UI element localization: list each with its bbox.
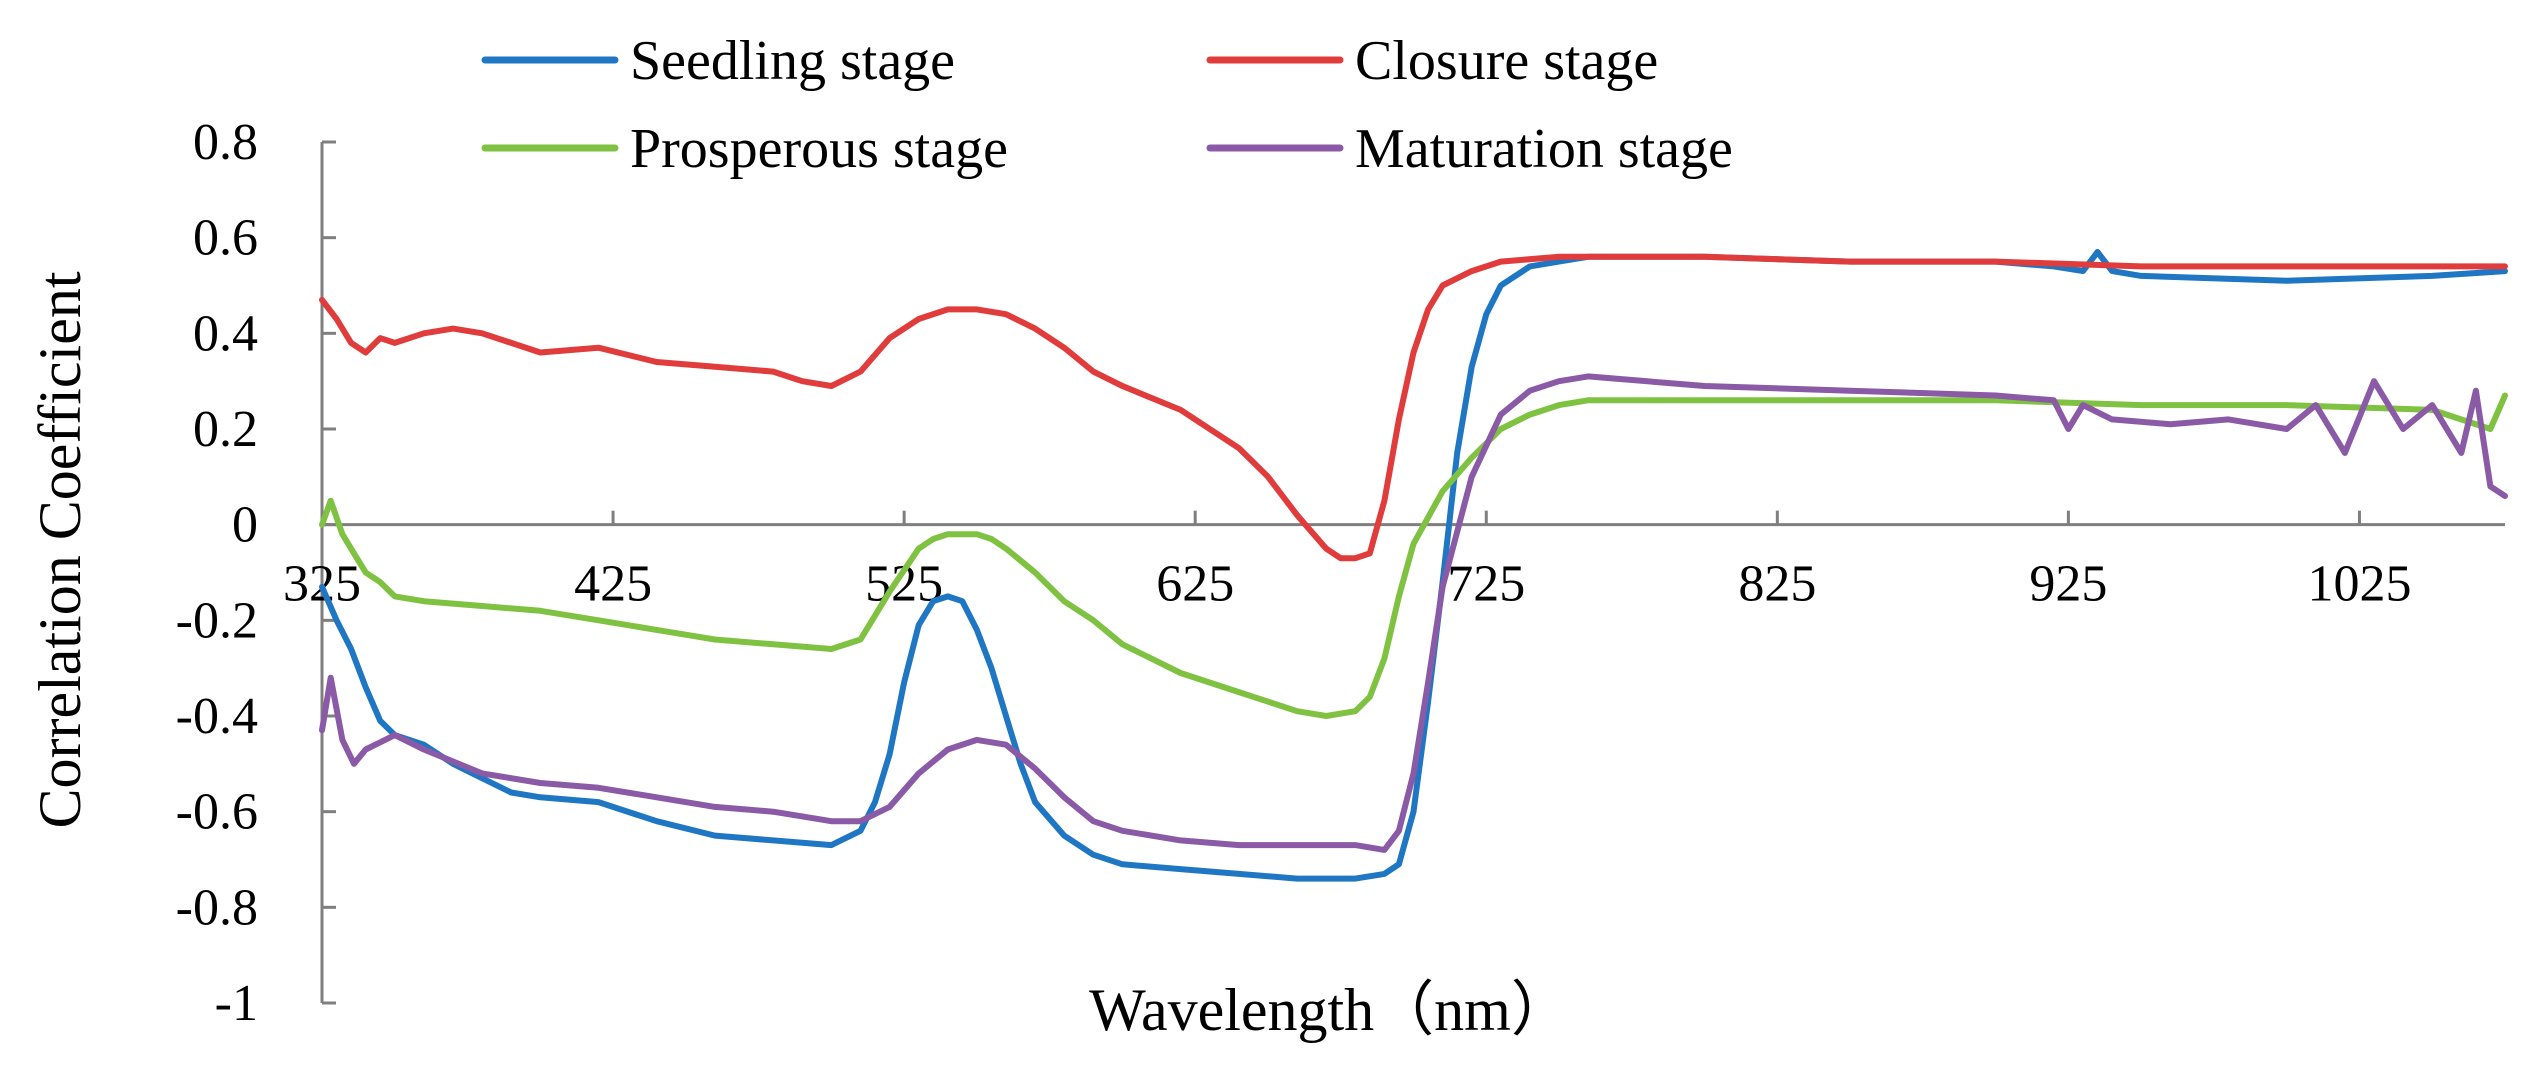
legend: Seedling stage Closure stage Prosperous st… bbox=[481, 30, 1733, 180]
series-line-maturation-stage bbox=[319, 373, 2508, 853]
legend-label: Seedling stage bbox=[630, 30, 955, 92]
legend-item: Seedling stage bbox=[481, 30, 955, 92]
y-tick-label: 0.6 bbox=[193, 210, 258, 267]
series-line-closure-stage bbox=[319, 253, 2508, 562]
y-tick-label: 0 bbox=[232, 497, 258, 554]
legend-item: Maturation stage bbox=[1206, 118, 1733, 180]
y-tick-label: 0.4 bbox=[193, 305, 258, 362]
y-tick-label: 0.2 bbox=[193, 401, 258, 458]
y-tick-labels: 0.8 0.6 0.4 0.2 0 -0.2 -0.4 -0.6 -0.8 -1 bbox=[176, 114, 258, 1032]
y-tick-label: -0.8 bbox=[176, 879, 258, 936]
legend-label: Maturation stage bbox=[1355, 118, 1733, 180]
x-axis-label: Wavelength（nm） bbox=[1089, 977, 1571, 1043]
y-tick-label: 0.8 bbox=[193, 114, 258, 171]
y-tick-label: -0.2 bbox=[176, 592, 258, 649]
x-tick-label: 425 bbox=[574, 556, 652, 613]
legend-label: Prosperous stage bbox=[630, 118, 1008, 180]
y-tick-label: -1 bbox=[215, 975, 258, 1032]
series-lines bbox=[319, 249, 2508, 882]
legend-item: Prosperous stage bbox=[481, 118, 1008, 180]
y-tick-label: -0.6 bbox=[176, 784, 258, 841]
legend-item: Closure stage bbox=[1206, 30, 1658, 92]
x-tick-label: 925 bbox=[2029, 556, 2107, 613]
series-line-prosperous-stage bbox=[319, 392, 2508, 719]
x-tick-label: 625 bbox=[1156, 556, 1234, 613]
y-tick-label: -0.4 bbox=[176, 688, 258, 745]
x-tick-labels: 325 425 525 625 725 825 925 1025 bbox=[283, 556, 2411, 613]
x-tick-label: 825 bbox=[1738, 556, 1816, 613]
x-tick-label: 725 bbox=[1447, 556, 1525, 613]
x-tick-label: 1025 bbox=[2307, 556, 2411, 613]
y-axis-label: Correlation Coefficient bbox=[27, 271, 93, 828]
legend-label: Closure stage bbox=[1355, 30, 1658, 92]
